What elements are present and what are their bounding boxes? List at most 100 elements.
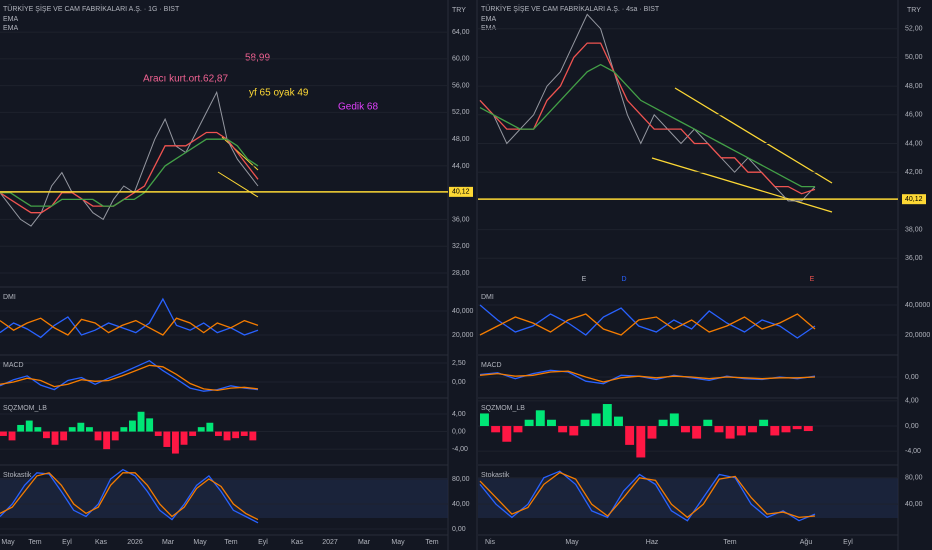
level-label: 40,12 xyxy=(905,196,923,203)
x-tick-label: Tem xyxy=(224,539,237,546)
pane-label: DMI xyxy=(3,294,16,301)
y-tick-label: 0,00 xyxy=(452,379,466,386)
series-line xyxy=(479,370,816,383)
x-tick-label: 2026 xyxy=(127,539,143,546)
histogram-bar xyxy=(8,431,16,441)
level-tag xyxy=(449,186,473,197)
histogram-bar xyxy=(703,419,713,427)
histogram-bar xyxy=(146,418,154,432)
histogram-bar xyxy=(748,426,757,433)
y-tick-label: 36,00 xyxy=(905,255,923,262)
histogram-bar xyxy=(129,420,136,432)
y-tick-label: 60,00 xyxy=(452,56,470,63)
histogram-bar xyxy=(0,431,7,436)
y-tick-label: 52,00 xyxy=(905,26,923,33)
trend-line xyxy=(217,171,259,198)
y-tick-label: 80,00 xyxy=(452,476,470,483)
histogram-bar xyxy=(86,427,93,432)
histogram-bar xyxy=(502,426,512,442)
histogram-bar xyxy=(491,426,501,433)
level-label: 40,12 xyxy=(452,189,470,196)
histogram-bar xyxy=(137,411,145,432)
chart-title: TÜRKİYE ŞİŞE VE CAM FABRİKALARI A.Ş. · 1… xyxy=(3,4,180,13)
y-tick-label: 48,00 xyxy=(905,83,923,90)
y-tick-label: 56,00 xyxy=(452,82,470,89)
histogram-bar xyxy=(692,426,702,439)
histogram-bar xyxy=(480,413,489,427)
histogram-bar xyxy=(636,426,646,458)
histogram-bar xyxy=(781,426,791,433)
annotation: Aracı kurt.ort.62,87 xyxy=(143,74,228,85)
histogram-bar xyxy=(206,422,214,432)
histogram-bar xyxy=(625,426,635,445)
pane-label: Stokastik xyxy=(481,472,510,479)
histogram-bar xyxy=(111,431,119,441)
histogram-bar xyxy=(103,431,111,450)
y-tick-label: 40,00 xyxy=(905,501,923,508)
x-tick-label: Mar xyxy=(358,539,371,546)
legend: EMA xyxy=(3,16,19,23)
histogram-bar xyxy=(25,420,33,432)
histogram-bar xyxy=(513,426,523,433)
histogram-bar xyxy=(60,431,68,441)
histogram-bar xyxy=(197,427,205,432)
histogram-bar xyxy=(792,426,802,430)
y-tick-label: 0,00 xyxy=(905,423,919,430)
x-tick-label: May xyxy=(391,539,405,546)
y-tick-label: 48,00 xyxy=(452,136,470,143)
histogram-bar xyxy=(580,419,590,427)
event[interactable]: E xyxy=(582,276,587,283)
histogram-bar xyxy=(163,431,171,447)
histogram-bar xyxy=(94,431,102,441)
y-tick-label: 0,00 xyxy=(452,526,466,533)
histogram-bar xyxy=(154,431,162,436)
series-line xyxy=(0,472,259,521)
currency[interactable]: TRY xyxy=(907,7,921,14)
series-line xyxy=(479,313,816,336)
y-tick-label: 50,00 xyxy=(905,54,923,61)
histogram-bar xyxy=(602,404,612,427)
y-tick-label: 4,00 xyxy=(905,398,919,405)
annotation: 58,99 xyxy=(245,53,270,64)
x-tick-label: Tem xyxy=(723,539,736,546)
series-line xyxy=(479,369,816,385)
x-tick-label: Haz xyxy=(646,539,659,546)
histogram-bar xyxy=(803,426,813,432)
histogram-bar xyxy=(669,413,679,427)
histogram-bar xyxy=(51,431,59,445)
x-tick-label: May xyxy=(565,539,579,546)
histogram-bar xyxy=(249,431,257,441)
histogram-bar xyxy=(215,431,222,436)
currency[interactable]: TRY xyxy=(452,7,466,14)
x-tick-label: Eyl xyxy=(843,539,853,546)
event[interactable]: E xyxy=(810,276,815,283)
event[interactable]: D xyxy=(621,276,626,283)
histogram-bar xyxy=(770,426,780,436)
y-tick-label: 40,0000 xyxy=(905,302,930,309)
legend: EMA xyxy=(481,16,497,23)
y-tick-label: 20,0000 xyxy=(905,332,930,339)
series-line xyxy=(479,471,816,519)
y-tick-label: 44,00 xyxy=(905,140,923,147)
histogram-bar xyxy=(736,426,746,436)
histogram-bar xyxy=(77,422,85,432)
y-tick-label: -4,00 xyxy=(905,448,921,455)
x-tick-label: Tem xyxy=(425,539,438,546)
y-tick-label: 80,00 xyxy=(905,475,923,482)
histogram-bar xyxy=(547,419,556,427)
histogram-bar xyxy=(569,426,579,436)
series-line xyxy=(0,131,259,214)
histogram-bar xyxy=(759,419,769,427)
pane-label: MACD xyxy=(481,362,502,369)
legend: EMA xyxy=(3,25,19,32)
series-line xyxy=(0,138,259,207)
level-tag xyxy=(902,194,926,205)
histogram-bar xyxy=(535,410,545,427)
y-tick-label: 40,000 xyxy=(452,308,474,315)
histogram-bar xyxy=(223,431,231,441)
histogram-bar xyxy=(120,427,128,432)
